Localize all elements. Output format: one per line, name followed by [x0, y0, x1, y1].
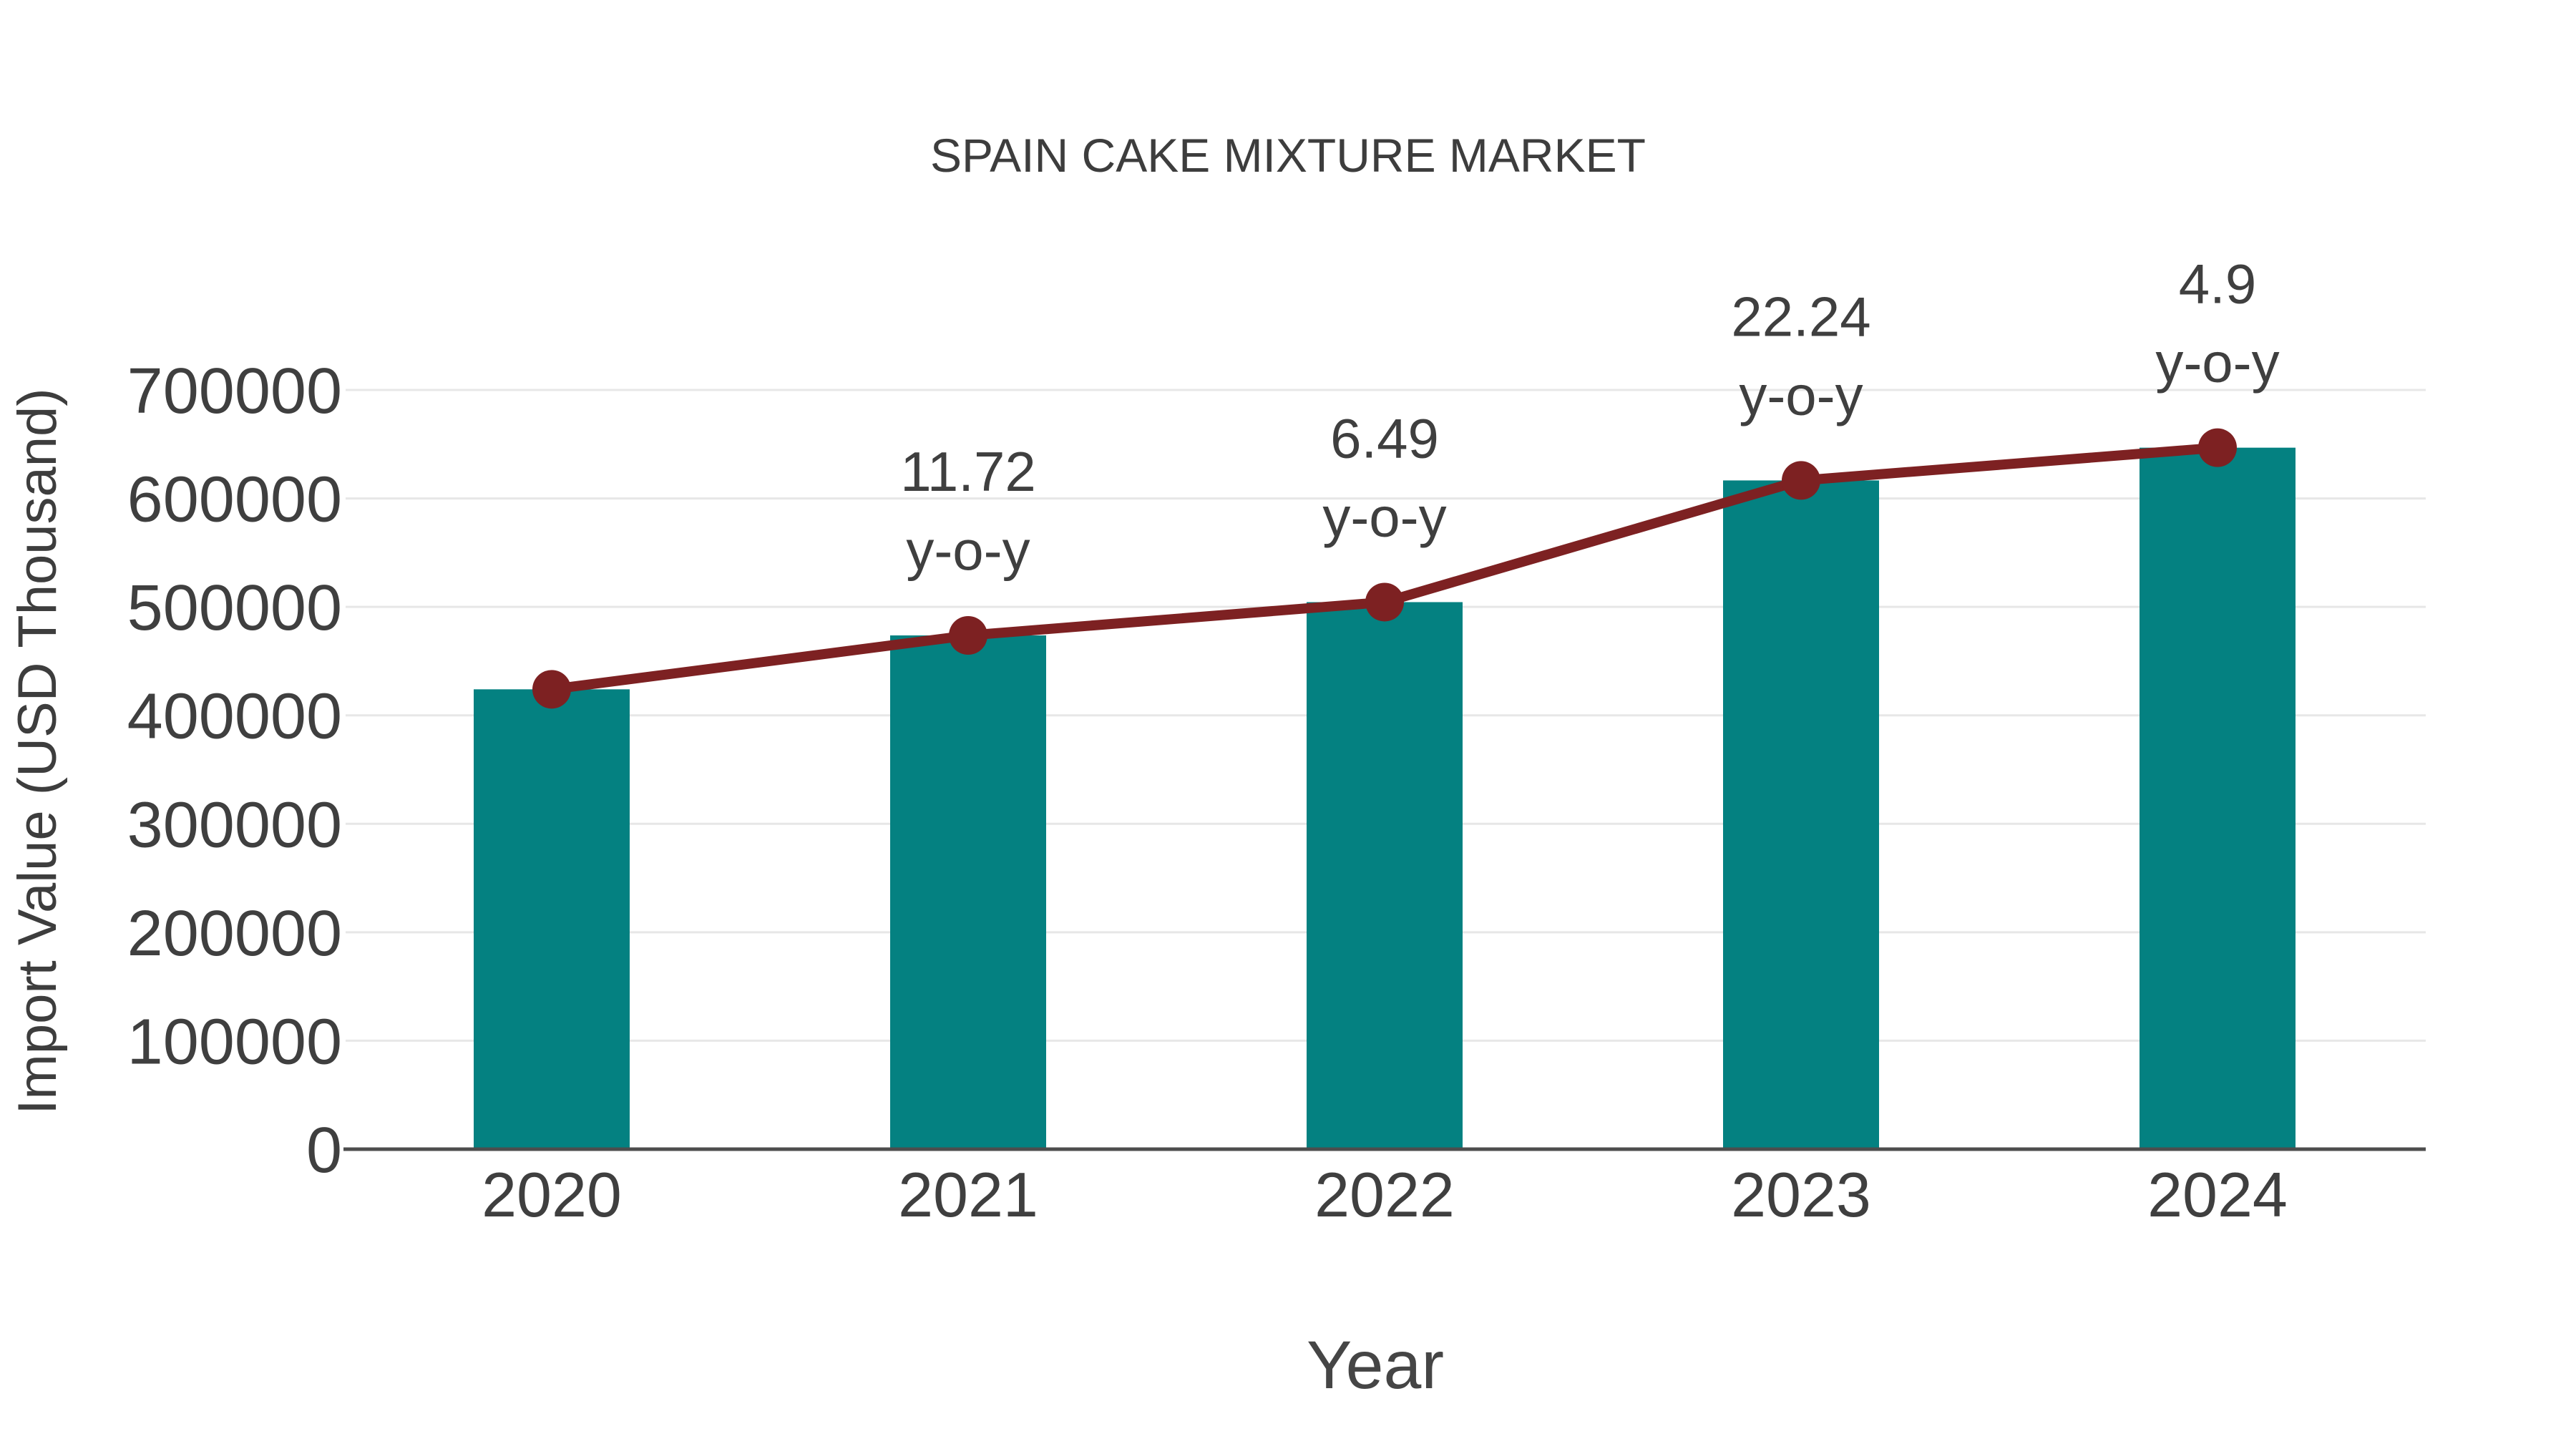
y-tick-label: 600000 [127, 464, 342, 536]
line-marker-2022 [1365, 582, 1404, 622]
y-axis-title: Import Value (USD Thousand) [7, 388, 68, 1114]
y-tick-label: 200000 [127, 898, 342, 970]
x-tick-label: 2022 [1314, 1159, 1455, 1230]
annotation-suffix: y-o-y [906, 519, 1030, 582]
y-tick-label: 700000 [127, 356, 342, 427]
annotation-value: 11.72 [900, 440, 1035, 503]
x-tick-label: 2021 [898, 1159, 1038, 1230]
x-axis-title: Year [1307, 1327, 1444, 1403]
line-series-group [532, 428, 2237, 709]
bar-2024 [2140, 447, 2296, 1149]
y-tick-label: 100000 [127, 1006, 342, 1078]
x-tick-labels: 2020 2021 2022 2023 2024 [482, 1159, 2288, 1230]
y-tick-label: 300000 [127, 789, 342, 861]
bar-series [474, 447, 2296, 1149]
bar-2022 [1307, 602, 1463, 1149]
line-marker-2020 [532, 670, 571, 709]
x-tick-label: 2024 [2147, 1159, 2288, 1230]
chart-title: SPAIN CAKE MIXTURE MARKET [930, 129, 1646, 182]
annotation-suffix: y-o-y [1739, 364, 1863, 426]
x-tick-label: 2023 [1731, 1159, 1871, 1230]
bar-2023 [1723, 480, 1879, 1149]
x-tick-label: 2020 [482, 1159, 622, 1230]
annotation-suffix: y-o-y [2155, 331, 2279, 394]
bar-2020 [474, 689, 630, 1149]
y-tick-label: 500000 [127, 572, 342, 644]
annotations: 11.72 y-o-y 6.49 y-o-y 22.24 y-o-y 4.9 y-o-y [900, 253, 2279, 582]
y-tick-label: 400000 [127, 681, 342, 753]
line-marker-2021 [949, 616, 987, 655]
y-tick-labels: 0 100000 200000 300000 400000 500000 600000 700… [127, 356, 342, 1186]
annotation-suffix: y-o-y [1322, 485, 1446, 548]
annotation-value: 22.24 [1731, 285, 1870, 348]
bar-2021 [890, 635, 1046, 1149]
annotation-value: 6.49 [1330, 406, 1439, 469]
y-tick-label: 0 [306, 1115, 342, 1186]
line-marker-2024 [2198, 428, 2237, 467]
line-marker-2023 [1782, 461, 1820, 500]
annotation-value: 4.9 [2179, 253, 2256, 316]
